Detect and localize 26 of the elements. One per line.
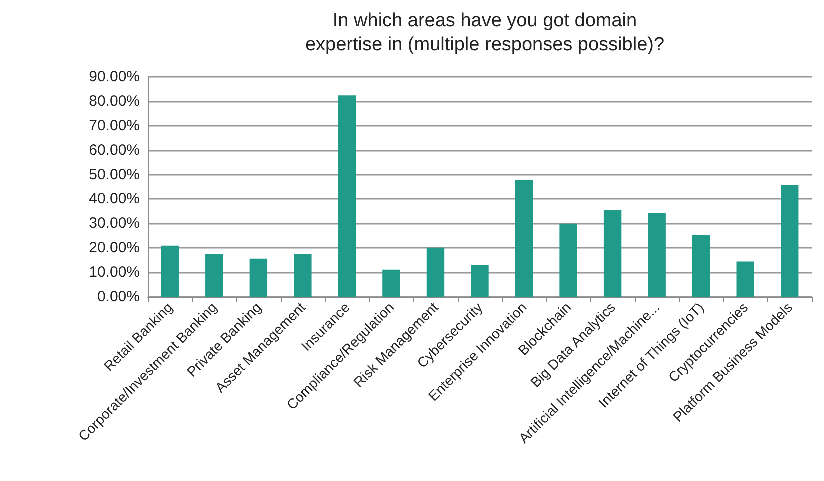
y-tick-label: 20.00%	[89, 240, 140, 257]
y-tick-label: 90.00%	[89, 68, 140, 86]
y-tick-label: 30.00%	[89, 215, 140, 232]
bar	[515, 180, 534, 297]
bar	[382, 270, 400, 297]
bar	[471, 264, 489, 297]
bar	[736, 262, 754, 297]
bar	[294, 254, 312, 297]
bar	[692, 235, 710, 297]
y-tick-label: 80.00%	[89, 92, 140, 110]
bar	[250, 258, 268, 297]
y-tick-label: 10.00%	[89, 264, 140, 282]
bar	[206, 254, 224, 297]
y-tick-label: 0.00%	[97, 288, 140, 306]
y-tick-label: 50.00%	[89, 166, 140, 184]
y-tick-label: 40.00%	[89, 190, 140, 208]
chart-title: In which areas have you got domain expertise in (multiple responses possible)?	[305, 10, 665, 56]
bar	[161, 246, 179, 297]
y-tick-label: 60.00%	[89, 142, 140, 159]
bar	[426, 248, 445, 297]
bar	[560, 224, 578, 297]
y-tick-label: 70.00%	[89, 117, 140, 134]
bar	[604, 210, 622, 297]
bar	[338, 96, 356, 297]
bar	[648, 213, 666, 297]
bar	[781, 185, 799, 297]
